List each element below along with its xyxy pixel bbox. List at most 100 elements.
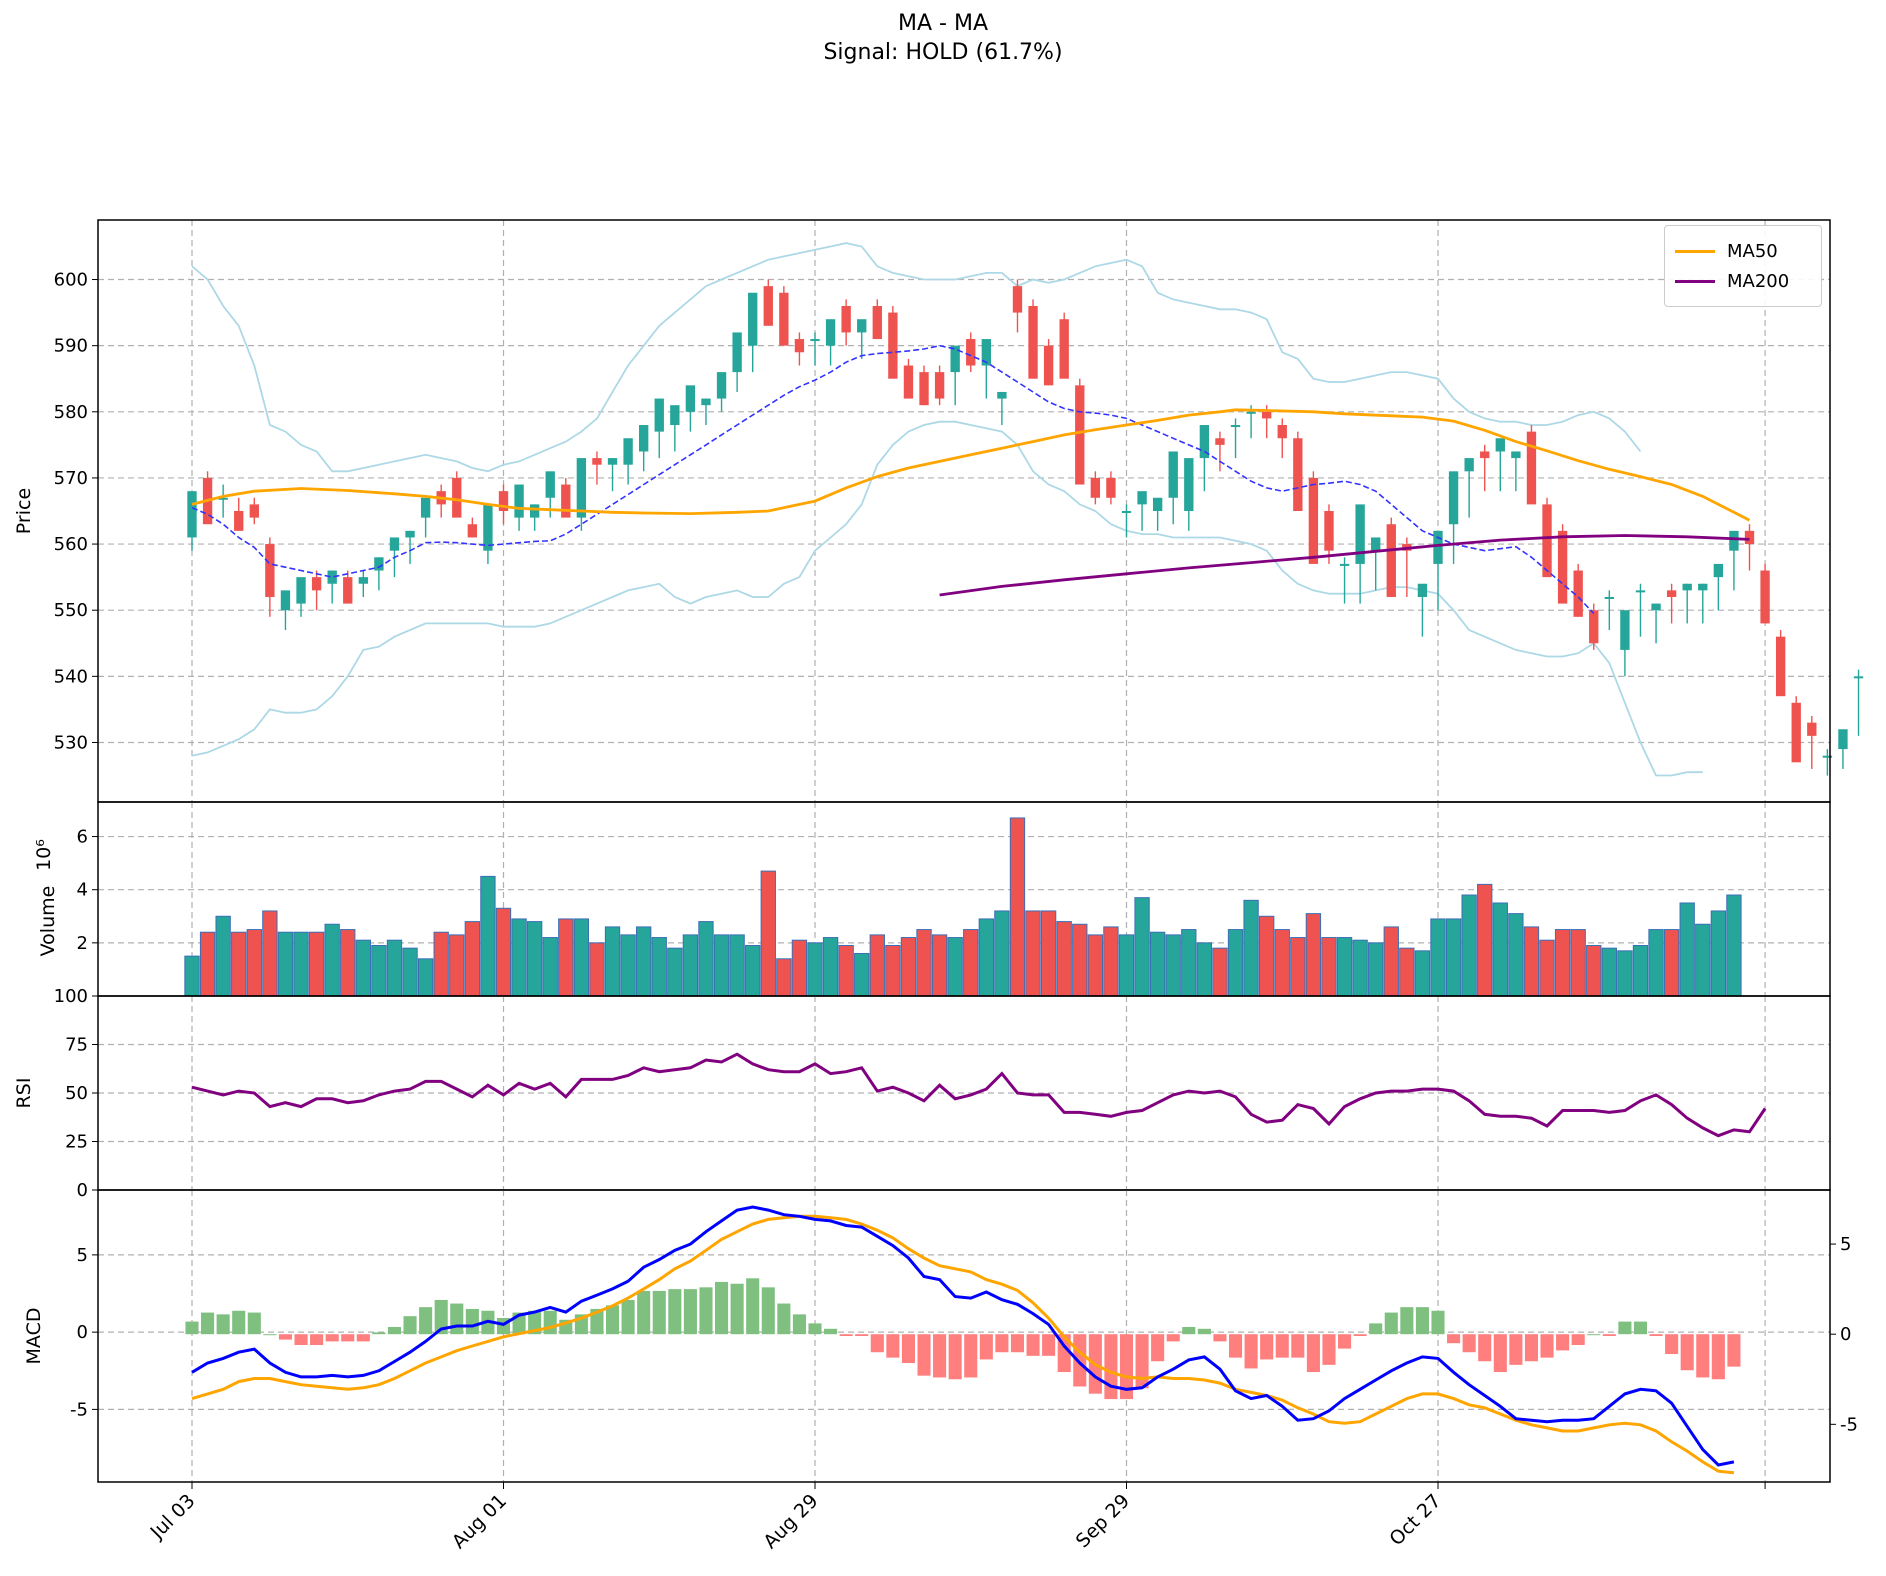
- macd-histogram-bar: [1275, 1334, 1289, 1358]
- volume-bar: [916, 929, 932, 997]
- candle-body: [997, 391, 1007, 399]
- candle-body: [296, 577, 306, 604]
- volume-bar: [1212, 947, 1228, 997]
- volume-bar: [1305, 913, 1322, 997]
- volume-bar: [246, 929, 262, 997]
- volume-bar: [1663, 929, 1680, 997]
- volume-bar: [1103, 926, 1119, 997]
- macd-histogram-bar: [325, 1334, 339, 1342]
- volume-bar: [215, 915, 231, 997]
- candle-body: [280, 590, 291, 611]
- y-tick-label: 75: [65, 1035, 88, 1056]
- volume-bar: [1087, 934, 1104, 997]
- volume-bar: [667, 947, 683, 997]
- macd-histogram-bar: [1571, 1334, 1585, 1346]
- candle-body: [1838, 729, 1848, 750]
- candle-body: [623, 438, 633, 465]
- volume-bar: [1508, 913, 1524, 997]
- macd-histogram-bar: [356, 1334, 370, 1342]
- candle-body: [1043, 345, 1054, 386]
- macd-histogram-bar: [870, 1334, 884, 1353]
- candle-body: [872, 305, 882, 340]
- candle-body: [966, 339, 976, 366]
- volume-bar: [1072, 923, 1088, 997]
- y-tick-label: 50: [65, 1083, 88, 1104]
- x-tick-label: Sep 29: [1072, 1490, 1134, 1552]
- volume-bar: [1040, 910, 1057, 997]
- macd-histogram-bar: [901, 1334, 915, 1364]
- candle-body: [1698, 583, 1708, 591]
- macd-histogram-bar: [1197, 1328, 1211, 1335]
- right-y-tick-label: -5: [1840, 1414, 1858, 1435]
- macd-histogram-bar: [652, 1290, 666, 1335]
- volume-bar: [1321, 937, 1337, 997]
- macd-histogram-bar: [1291, 1334, 1305, 1358]
- candle-body: [1853, 676, 1864, 679]
- macd-histogram-bar: [1415, 1307, 1429, 1335]
- macd-histogram-bar: [1618, 1321, 1632, 1335]
- macd-histogram-bar: [1073, 1334, 1087, 1387]
- volume-bar: [277, 931, 294, 997]
- y-tick-label: 560: [54, 534, 88, 555]
- volume-bar: [511, 918, 527, 997]
- volume-bar: [199, 931, 216, 997]
- macd-histogram-bar: [528, 1310, 542, 1335]
- volume-bar: [1274, 929, 1290, 997]
- candle-body: [234, 511, 244, 531]
- macd-histogram-bar: [1462, 1334, 1476, 1353]
- volume-bar: [651, 937, 667, 997]
- candle-body: [1604, 596, 1614, 599]
- volume-bar: [417, 958, 434, 997]
- candle-body: [748, 292, 758, 346]
- macd-panel-frame: [97, 1189, 1831, 1483]
- volume-bar: [885, 945, 901, 997]
- macd-histogram-bar: [1338, 1334, 1352, 1349]
- macd-histogram-bar: [1431, 1310, 1445, 1335]
- volume-bar: [807, 942, 823, 997]
- volume-axis-label: Volume: [37, 886, 59, 957]
- y-tick-label: 2: [77, 933, 88, 954]
- candle-body: [1620, 610, 1630, 650]
- y-tick-label: -5: [70, 1399, 88, 1420]
- candle-body: [1137, 491, 1147, 505]
- volume-bar: [1259, 915, 1275, 997]
- volume-bar: [526, 921, 543, 997]
- y-tick-label: 6: [77, 827, 88, 848]
- volume-bar: [1165, 934, 1181, 997]
- candle-body: [452, 477, 462, 518]
- volume-bar: [1632, 945, 1649, 997]
- candle-body: [1635, 590, 1646, 593]
- macd-histogram-bar: [247, 1312, 261, 1335]
- macd-histogram-bar: [1493, 1334, 1507, 1373]
- x-tick-label: Oct 27: [1385, 1490, 1445, 1550]
- macd-histogram-bar: [1665, 1334, 1679, 1355]
- macd-histogram-bar: [995, 1334, 1009, 1353]
- candle-body: [498, 491, 509, 511]
- candle-body: [405, 530, 415, 538]
- macd-histogram-bar: [964, 1334, 978, 1378]
- macd-histogram-bar: [1260, 1334, 1274, 1360]
- macd-histogram-bar: [699, 1287, 713, 1335]
- volume-bar: [994, 910, 1010, 997]
- macd-histogram-bar: [263, 1334, 277, 1336]
- volume-bar: [1648, 929, 1664, 997]
- y-tick-label: 4: [77, 880, 88, 901]
- candle-body: [903, 365, 914, 399]
- y-tick-label: 590: [54, 336, 88, 357]
- candle-body: [1729, 530, 1739, 551]
- candle-body: [1106, 477, 1116, 498]
- macd-histogram-bar: [310, 1334, 324, 1346]
- volume-bar: [1181, 929, 1197, 997]
- candle-body: [1573, 570, 1583, 617]
- macd-histogram-bar: [1166, 1334, 1180, 1342]
- volume-bar: [1414, 950, 1431, 997]
- macd-histogram-bar: [1478, 1334, 1492, 1362]
- candle-body: [1433, 530, 1443, 564]
- right-y-tick-label: 5: [1840, 1234, 1851, 1255]
- candle-body: [1184, 458, 1194, 511]
- volume-bar: [542, 937, 558, 997]
- y-tick-label: 550: [54, 600, 88, 621]
- macd-histogram-bar: [730, 1283, 744, 1335]
- candle-body: [1059, 319, 1069, 379]
- volume-multiplier-label: 10⁶: [33, 839, 55, 871]
